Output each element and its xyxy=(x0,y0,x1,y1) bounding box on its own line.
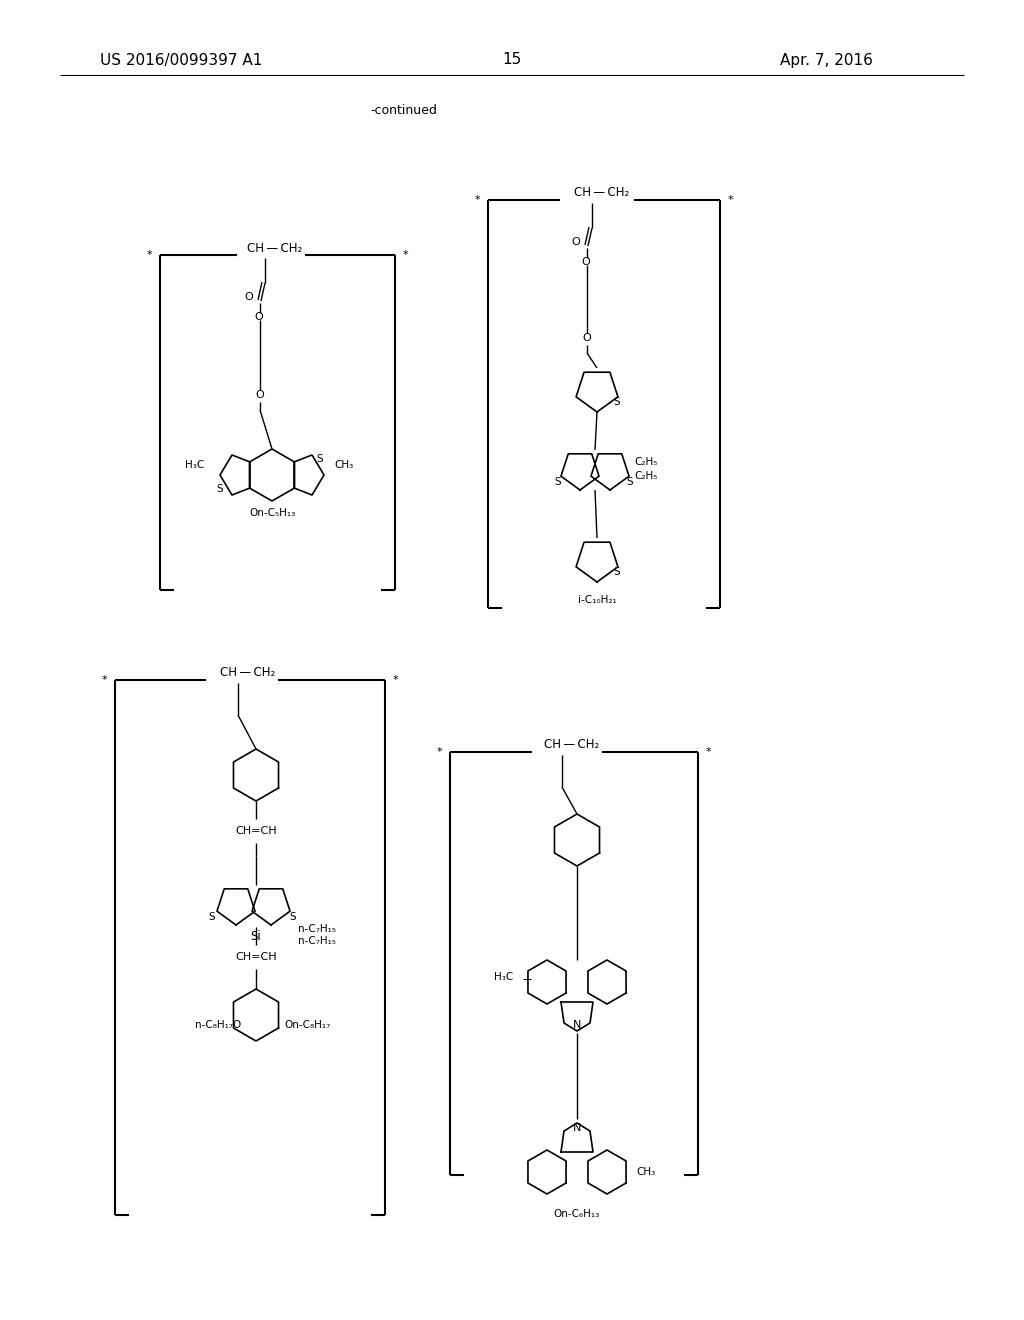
Text: S: S xyxy=(613,568,621,577)
Text: C₂H₅: C₂H₅ xyxy=(634,471,657,480)
Text: Apr. 7, 2016: Apr. 7, 2016 xyxy=(780,53,872,67)
Text: S: S xyxy=(209,912,215,921)
Text: On-C₅H₁₃: On-C₅H₁₃ xyxy=(249,508,295,517)
Text: CH=CH: CH=CH xyxy=(236,952,276,962)
Text: O: O xyxy=(245,292,253,302)
Text: n-C₇H₁₅: n-C₇H₁₅ xyxy=(298,936,336,946)
Text: CH — CH₂: CH — CH₂ xyxy=(574,186,630,199)
Text: N: N xyxy=(572,1020,582,1030)
Text: *: * xyxy=(436,747,442,756)
Text: CH₃: CH₃ xyxy=(636,1167,655,1177)
Text: CH — CH₂: CH — CH₂ xyxy=(545,738,600,751)
Text: S: S xyxy=(613,397,621,407)
Text: S: S xyxy=(627,477,633,487)
Text: H₃C: H₃C xyxy=(184,459,204,470)
Text: CH=CH: CH=CH xyxy=(236,826,276,836)
Text: *: * xyxy=(474,195,480,205)
Text: O: O xyxy=(256,389,264,400)
Text: C₂H₅: C₂H₅ xyxy=(634,457,657,467)
Text: i-C₁₀H₂₁: i-C₁₀H₂₁ xyxy=(578,595,616,605)
Text: On-C₈H₁₇: On-C₈H₁₇ xyxy=(284,1020,331,1030)
Text: *: * xyxy=(393,675,398,685)
Text: CH — CH₂: CH — CH₂ xyxy=(248,242,303,255)
Text: S: S xyxy=(555,477,561,487)
Text: O: O xyxy=(255,312,263,322)
Text: *: * xyxy=(403,249,409,260)
Text: O: O xyxy=(583,333,592,343)
Text: 15: 15 xyxy=(503,53,521,67)
Text: *: * xyxy=(146,249,152,260)
Text: *: * xyxy=(101,675,106,685)
Text: Si: Si xyxy=(251,931,261,944)
Text: S: S xyxy=(290,912,296,921)
Text: -continued: -continued xyxy=(370,103,437,116)
Text: O: O xyxy=(571,238,581,247)
Text: US 2016/0099397 A1: US 2016/0099397 A1 xyxy=(100,53,262,67)
Text: CH — CH₂: CH — CH₂ xyxy=(220,667,275,680)
Text: n-C₇H₁₅: n-C₇H₁₅ xyxy=(298,924,336,935)
Text: S: S xyxy=(316,454,324,465)
Text: S: S xyxy=(217,484,223,494)
Text: CH₃: CH₃ xyxy=(334,459,353,470)
Text: O: O xyxy=(582,257,591,267)
Text: *: * xyxy=(728,195,733,205)
Text: H₃C: H₃C xyxy=(494,972,513,982)
Text: *: * xyxy=(706,747,712,756)
Text: N: N xyxy=(572,1123,582,1133)
Text: On-C₆H₁₃: On-C₆H₁₃ xyxy=(554,1209,600,1218)
Text: n-C₈H₁₇O: n-C₈H₁₇O xyxy=(195,1020,242,1030)
